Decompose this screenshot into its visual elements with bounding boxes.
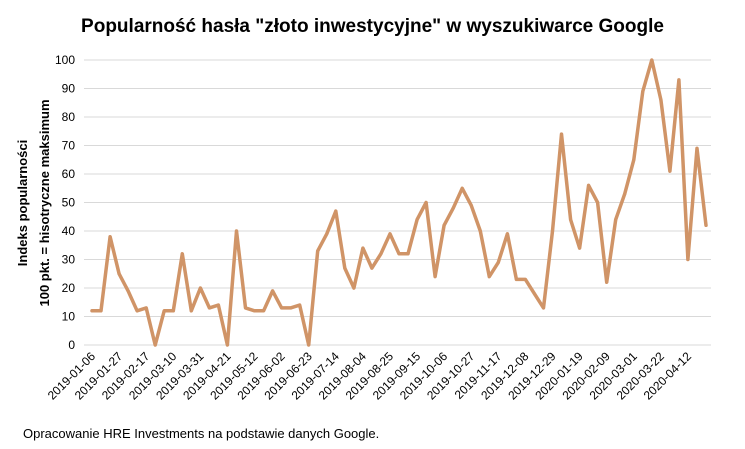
data-point	[704, 223, 708, 227]
y-tick-label: 100	[55, 53, 75, 67]
data-point	[451, 206, 455, 210]
data-point	[632, 158, 636, 162]
data-point	[198, 286, 202, 290]
y-tick-label: 10	[62, 310, 76, 324]
data-point	[641, 89, 645, 93]
data-point	[523, 277, 527, 281]
data-point	[397, 252, 401, 256]
data-point	[289, 306, 293, 310]
data-point	[216, 303, 220, 307]
y-axis-label-line-1: Indeks popularności	[15, 140, 30, 266]
data-point	[135, 309, 139, 313]
data-point	[650, 58, 654, 62]
x-tick-labels: 2019-01-062019-01-272019-02-172019-03-10…	[45, 349, 694, 403]
data-point	[352, 286, 356, 290]
y-tick-label: 60	[62, 167, 76, 181]
chart-title: Popularność hasła "złoto inwestycyjne" w…	[81, 16, 664, 37]
data-point	[162, 309, 166, 313]
data-point	[605, 280, 609, 284]
data-point	[280, 306, 284, 310]
data-point	[189, 309, 193, 313]
data-point	[361, 246, 365, 250]
data-point	[180, 252, 184, 256]
data-point	[686, 258, 690, 261]
data-point	[406, 252, 410, 256]
data-point	[560, 132, 564, 136]
data-point	[614, 218, 618, 222]
data-point	[659, 98, 663, 102]
data-point	[334, 209, 338, 213]
y-tick-label: 80	[62, 110, 76, 124]
data-point	[695, 146, 699, 150]
y-tick-label: 50	[62, 196, 76, 210]
y-tick-label: 20	[62, 281, 76, 295]
data-point	[596, 201, 600, 204]
data-point	[469, 203, 473, 207]
data-point	[460, 186, 464, 190]
data-point	[307, 343, 311, 347]
data-point	[271, 289, 275, 293]
data-point	[668, 169, 672, 173]
data-point	[415, 218, 419, 222]
data-point	[388, 232, 392, 236]
data-point	[343, 266, 347, 270]
data-point	[99, 309, 103, 313]
data-point	[442, 223, 446, 227]
data-point	[90, 309, 94, 313]
data-point	[424, 201, 428, 204]
source-note: Opracowanie HRE Investments na podstawie…	[23, 426, 380, 441]
gridlines	[84, 59, 711, 346]
data-point	[532, 292, 536, 296]
data-point	[370, 266, 374, 270]
y-tick-labels: 0 10 20 30 40 50 60 70 80 90 100	[55, 53, 75, 352]
data-point	[569, 218, 573, 222]
data-point	[551, 229, 554, 233]
data-point	[379, 252, 383, 256]
data-point	[505, 232, 509, 236]
data-point	[225, 343, 229, 347]
data-point	[541, 306, 545, 310]
data-point	[587, 183, 591, 187]
data-point	[234, 229, 238, 233]
data-point	[153, 343, 157, 347]
data-point	[108, 235, 112, 239]
data-point	[144, 306, 148, 310]
data-point	[298, 303, 302, 307]
data-point	[496, 260, 500, 264]
data-point	[117, 272, 121, 276]
data-point	[316, 249, 320, 253]
data-point	[262, 309, 266, 313]
y-axis-label-line-2: 100 pkt. = hisotryczne maksimum	[37, 99, 52, 306]
data-point	[171, 309, 175, 313]
data-point	[623, 192, 627, 196]
y-tick-label: 40	[62, 224, 76, 238]
y-tick-label: 30	[62, 253, 76, 267]
data-point	[487, 275, 491, 279]
data-point	[514, 277, 518, 281]
data-point	[325, 232, 329, 236]
data-point	[433, 275, 437, 279]
data-point	[244, 306, 247, 310]
data-point	[126, 289, 130, 293]
series-layer	[90, 58, 708, 347]
data-point	[677, 78, 681, 82]
y-tick-label: 70	[62, 139, 76, 153]
data-point	[253, 309, 257, 313]
data-point	[578, 246, 582, 250]
data-point	[207, 306, 211, 310]
data-point	[478, 229, 482, 233]
y-tick-label: 90	[62, 82, 76, 96]
y-tick-label: 0	[68, 338, 75, 352]
